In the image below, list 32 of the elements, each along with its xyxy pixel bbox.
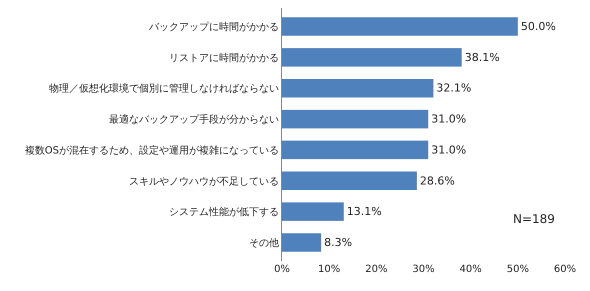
x-tick-label: 50% bbox=[506, 264, 529, 275]
data-label: 50.0% bbox=[520, 20, 556, 34]
y-tick-label: 最適なバックアップ手段が分からない bbox=[109, 114, 279, 126]
x-tick-label: 10% bbox=[318, 264, 340, 275]
x-tick-label: 20% bbox=[365, 264, 388, 275]
bar bbox=[282, 78, 434, 98]
y-tick-label: システム性能が低下する bbox=[169, 206, 279, 218]
x-tick-label: 40% bbox=[460, 264, 482, 275]
bar bbox=[282, 48, 462, 67]
y-tick-label: リストアに時間がかかる bbox=[169, 52, 279, 64]
y-tick-label: バックアップに時間がかかる bbox=[148, 21, 279, 34]
bar bbox=[282, 140, 428, 160]
y-tick-label: 複数OSが混在するため、設定や運用が複雑になっている bbox=[24, 144, 279, 156]
x-tick-label: 60% bbox=[554, 264, 576, 275]
data-label: 8.3% bbox=[324, 236, 352, 249]
data-label: 32.1% bbox=[436, 82, 472, 95]
bar bbox=[282, 233, 322, 252]
y-tick-label: その他 bbox=[249, 236, 279, 249]
data-label: 31.0% bbox=[431, 112, 466, 126]
data-label: 13.1% bbox=[346, 205, 382, 218]
data-label: 31.0% bbox=[431, 143, 466, 156]
bar bbox=[282, 202, 344, 221]
x-tick-label: 0% bbox=[274, 264, 290, 275]
bar bbox=[282, 110, 428, 128]
x-tick-label: 30% bbox=[412, 264, 435, 275]
annotation: N=189 bbox=[513, 212, 555, 226]
y-tick-label: スキルやノウハウが不足している bbox=[129, 176, 279, 188]
data-label: 38.1% bbox=[464, 50, 500, 64]
y-tick-label: 物理／仮想化環境で個別に管理しなければならない bbox=[49, 82, 279, 95]
data-label: 28.6% bbox=[420, 174, 455, 188]
bar bbox=[282, 172, 417, 190]
bar bbox=[282, 17, 518, 36]
